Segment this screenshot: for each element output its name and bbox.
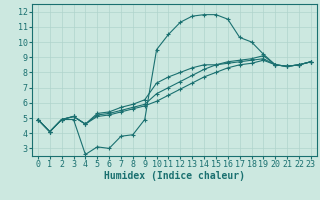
X-axis label: Humidex (Indice chaleur): Humidex (Indice chaleur): [104, 171, 245, 181]
